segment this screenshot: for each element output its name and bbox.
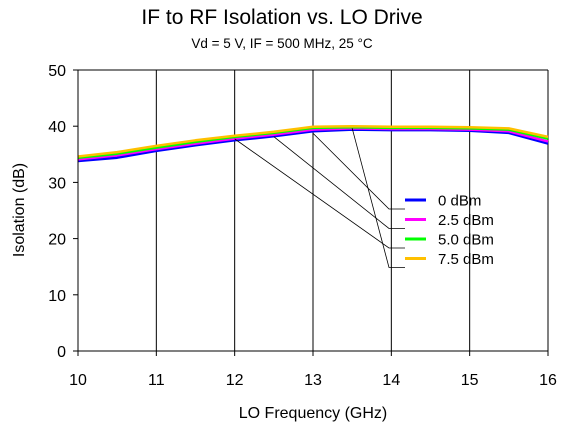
legend-label: 5.0 dBm [438, 232, 494, 249]
legend-leader-lines [234, 128, 405, 268]
legend-label: 7.5 dBm [438, 251, 494, 268]
leader-line [351, 128, 405, 268]
y-tick-label: 10 [48, 288, 66, 305]
series-lines [77, 124, 549, 163]
legend: 0 dBm 2.5 dBm 5.0 dBm 7.5 dBm [405, 193, 494, 268]
y-tick-label: 40 [48, 119, 66, 136]
y-tick-label: 0 [57, 344, 66, 361]
axes [73, 69, 549, 356]
chart-title: IF to RF Isolation vs. LO Drive [141, 6, 423, 29]
grid-lines [155, 70, 549, 351]
x-tick-label: 14 [382, 372, 400, 389]
x-axis-label: LO Frequency (GHz) [239, 405, 387, 422]
leader-line [312, 132, 405, 210]
y-tick-label: 50 [48, 63, 66, 80]
leader-line [273, 136, 405, 229]
y-tick-label: 30 [48, 175, 66, 192]
y-axis-label: Isolation (dB) [11, 163, 28, 257]
x-tick-label: 13 [304, 372, 322, 389]
legend-label: 2.5 dBm [438, 212, 494, 229]
leader-line [234, 138, 405, 249]
x-tick-label: 15 [461, 372, 479, 389]
legend-label: 0 dBm [438, 193, 481, 210]
x-tick-label: 11 [148, 372, 165, 389]
series-line [77, 124, 549, 158]
chart-subtitle: Vd = 5 V, IF = 500 MHz, 25 °C [191, 36, 373, 51]
x-tick-label: 12 [226, 372, 244, 389]
x-tick-label: 10 [69, 372, 87, 389]
x-tick-label: 16 [539, 372, 557, 389]
y-tick-label: 20 [48, 232, 66, 249]
